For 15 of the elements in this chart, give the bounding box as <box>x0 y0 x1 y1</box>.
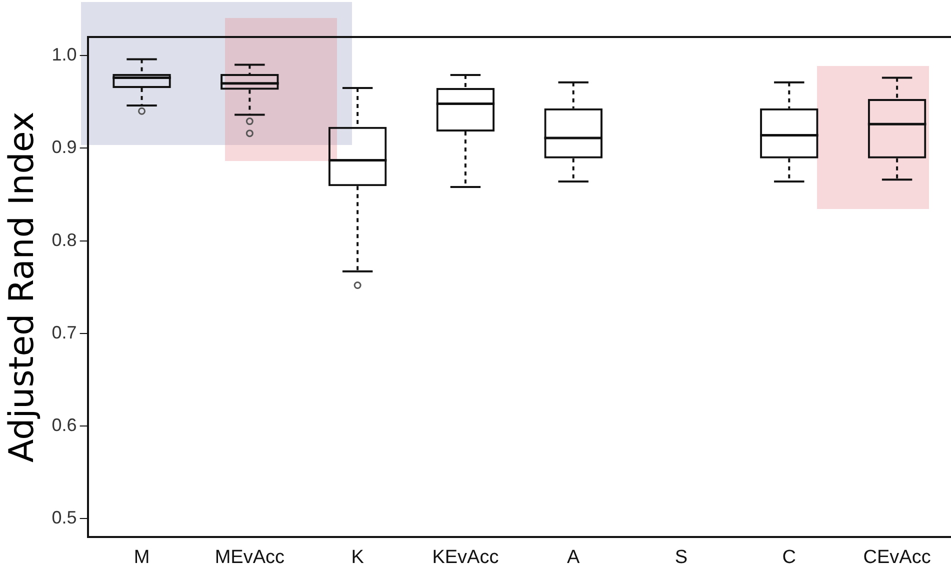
x-tick-label: K <box>351 546 364 568</box>
x-tick-label: S <box>674 546 688 568</box>
x-tick-label: M <box>134 546 150 568</box>
y-tick-label: 0.9 <box>52 137 77 158</box>
y-tick-label: 0.6 <box>52 415 77 436</box>
x-tick-label: KEvAcc <box>432 546 499 568</box>
y-tick-label: 1.0 <box>52 44 77 64</box>
x-tick-label: A <box>567 546 580 568</box>
y-tick-label: 0.7 <box>52 322 77 342</box>
x-tick-label: C <box>782 546 796 568</box>
y-axis-title: Adjusted Rand Index <box>2 112 42 463</box>
x-tick-label: CEvAcc <box>863 546 931 568</box>
y-tick-label: 0.8 <box>52 230 77 250</box>
x-tick-label: MEvAcc <box>214 546 285 568</box>
y-tick-label: 0.5 <box>52 508 77 528</box>
